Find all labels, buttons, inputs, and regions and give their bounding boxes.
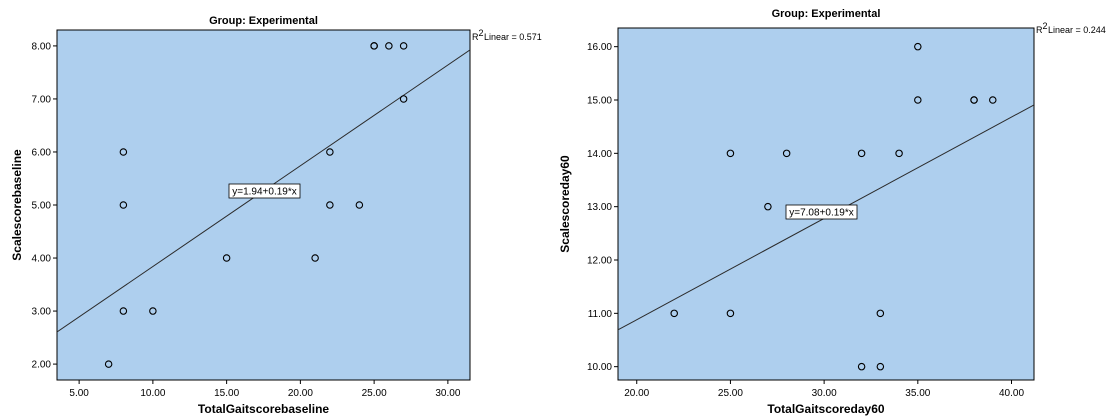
data-point xyxy=(370,42,378,50)
y-tick-label: 11.00 xyxy=(588,309,613,320)
data-point xyxy=(326,201,334,209)
data-point xyxy=(119,307,128,315)
data-point xyxy=(399,95,408,103)
y-tick-label: 8.00 xyxy=(32,41,52,52)
r-squared-label: Linear = 0.571 xyxy=(484,32,542,42)
data-point xyxy=(914,42,922,51)
x-tick-label: 40.00 xyxy=(999,388,1024,399)
y-tick-label: 5.00 xyxy=(32,201,52,212)
x-tick-label: 35.00 xyxy=(905,388,930,399)
y-tick-label: 15.00 xyxy=(587,96,612,107)
data-point xyxy=(222,254,231,262)
x-tick-label: 25.00 xyxy=(362,388,387,399)
equation-box xyxy=(228,183,301,199)
data-point xyxy=(119,148,128,156)
data-point xyxy=(399,42,408,50)
data-point xyxy=(355,201,364,209)
data-point xyxy=(914,96,922,104)
equation-box xyxy=(785,204,858,220)
y-tick-label: 3.00 xyxy=(32,307,52,318)
data-point xyxy=(326,148,334,156)
data-point xyxy=(670,309,678,318)
x-tick-label: 20.00 xyxy=(624,388,649,399)
chart-title: Group: Experimental xyxy=(772,8,881,20)
data-point xyxy=(104,360,113,368)
data-point xyxy=(149,307,157,315)
equation-label: y=7.08+0.19*x xyxy=(789,208,854,219)
chart-title: Group: Experimental xyxy=(209,15,318,27)
x-axis-label: TotalGaitscorebaseline xyxy=(198,402,329,416)
data-point xyxy=(385,42,393,50)
plot-area xyxy=(56,29,471,381)
x-tick-label: 20.00 xyxy=(288,388,313,399)
equation-label: y=1.94+0.19*x xyxy=(232,187,297,198)
chart-panel-2: Group: Experimental 20.00 25.00 30.00 35.00 4… xyxy=(558,8,1106,416)
y-tick-label: 12.00 xyxy=(587,256,612,267)
y-axis-label: Scalescorebaseline xyxy=(10,149,24,261)
x-tick-label: 10.00 xyxy=(140,388,165,399)
y-axis-label: Scalescoreday60 xyxy=(558,155,572,253)
y-tick-label: 4.00 xyxy=(32,254,52,265)
x-tick-label: 5.00 xyxy=(69,388,89,399)
y-tick-label: 2.00 xyxy=(32,360,52,371)
data-point xyxy=(782,149,791,158)
data-point xyxy=(989,96,997,104)
plot-area xyxy=(617,27,1035,381)
data-point xyxy=(857,149,866,158)
r-squared-superscript: 2 xyxy=(1043,21,1048,31)
r-squared-label: Linear = 0.244 xyxy=(1048,25,1106,35)
data-point xyxy=(857,362,866,371)
data-point xyxy=(726,149,735,158)
data-point xyxy=(970,96,978,104)
x-tick-label: 25.00 xyxy=(718,388,743,399)
x-tick-label: 15.00 xyxy=(214,388,239,399)
x-tick-label: 30.00 xyxy=(435,388,460,399)
y-tick-label: 7.00 xyxy=(32,94,52,105)
r-squared-prefix: R xyxy=(472,32,479,42)
x-axis-label: TotalGaitscoreday60 xyxy=(767,402,884,416)
data-point xyxy=(876,362,885,371)
data-point xyxy=(876,309,885,318)
r-squared-superscript: 2 xyxy=(479,28,484,38)
y-tick-label: 6.00 xyxy=(32,147,52,158)
y-tick-label: 14.00 xyxy=(587,149,612,160)
data-point xyxy=(895,149,903,158)
y-tick-label: 16.00 xyxy=(587,42,612,53)
r-squared-prefix: R xyxy=(1036,25,1043,35)
data-point xyxy=(119,201,128,209)
data-point xyxy=(311,254,319,262)
y-tick-label: 13.00 xyxy=(587,202,612,213)
data-point xyxy=(726,309,735,318)
x-tick-label: 30.00 xyxy=(812,388,837,399)
y-tick-label: 10.00 xyxy=(587,362,612,373)
data-point xyxy=(764,202,772,211)
